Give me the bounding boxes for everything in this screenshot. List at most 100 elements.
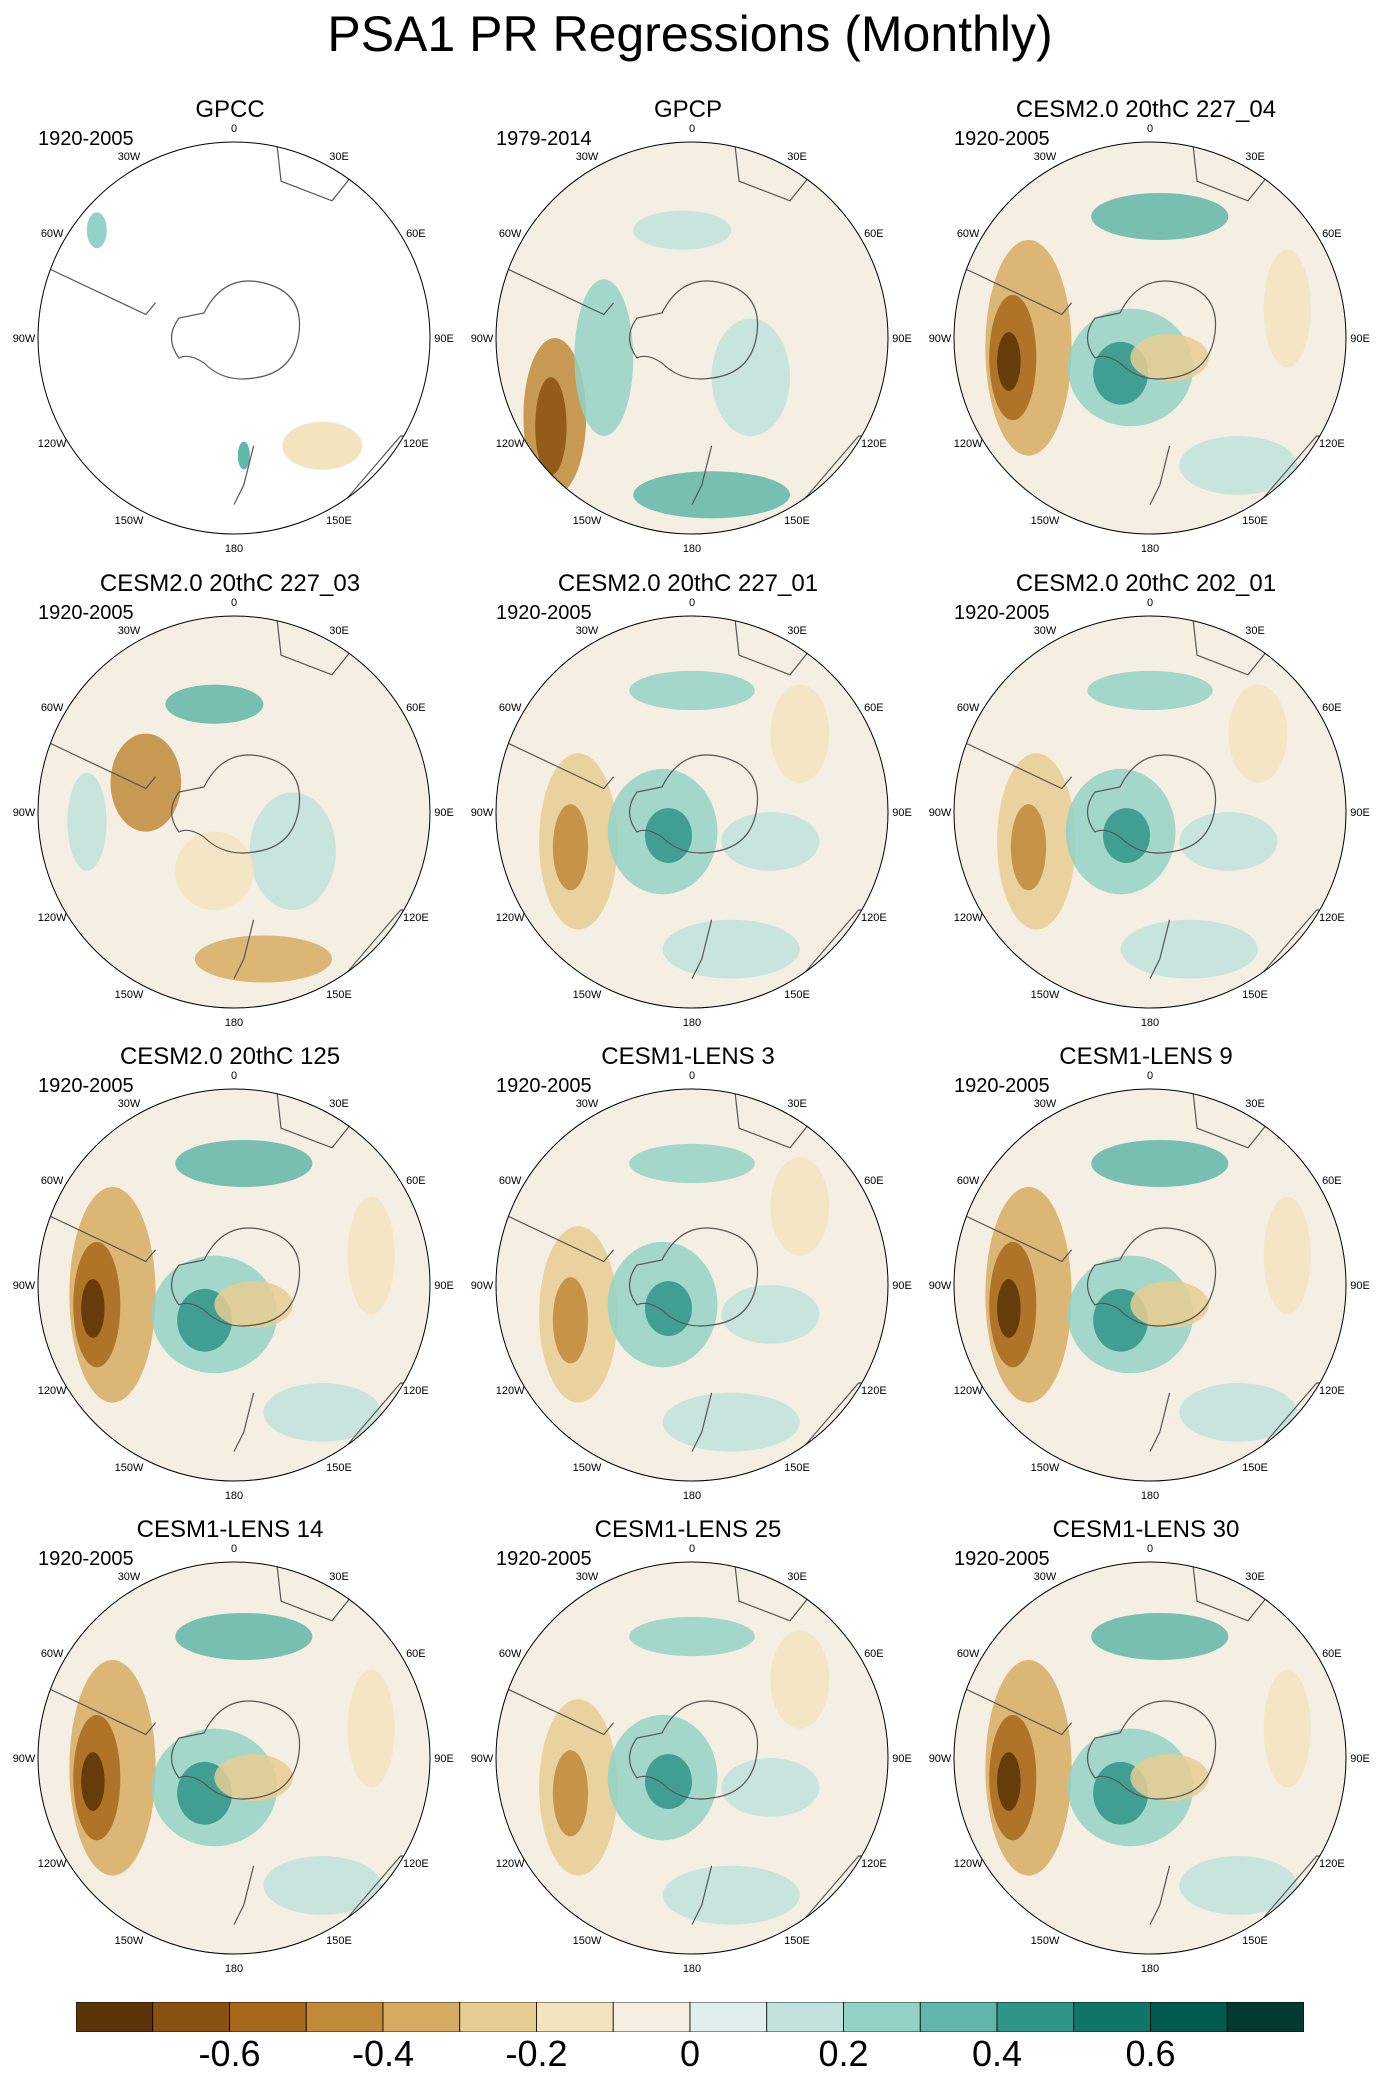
- longitude-label: 30E: [787, 625, 807, 637]
- africa-coast: [734, 1092, 814, 1149]
- longitude-label: 150E: [784, 989, 810, 1001]
- longitude-label: 180: [1141, 1017, 1159, 1029]
- longitude-label: 150E: [1242, 1462, 1268, 1474]
- regression-blob: [175, 831, 254, 910]
- map-border: [37, 615, 431, 1009]
- map-panel: CESM1-LENS 14 1920-2005 0 30E 60E 90E 120E 150E…: [0, 1516, 460, 1986]
- longitude-label: 30W: [1034, 625, 1057, 637]
- longitude-label: 120E: [1319, 912, 1345, 924]
- africa-coast: [1192, 619, 1272, 676]
- panel-title: GPCC: [195, 96, 265, 123]
- longitude-label: 30E: [329, 151, 349, 163]
- panel-years: 1920-2005: [954, 1548, 1050, 1570]
- longitude-label: 150E: [1242, 515, 1268, 527]
- polar-map: 0 30E 60E 90E 120E 150E 180 150W 120W 90W 60W 30W: [471, 597, 912, 1029]
- colorbar-swatch: [459, 2002, 537, 2032]
- polar-map: 0 30E 60E 90E 120E 150E 180 150W 120W 90W 60W 30W: [929, 1543, 1370, 1975]
- longitude-label: 180: [1141, 1490, 1159, 1502]
- africa-coast: [734, 619, 814, 676]
- colorbar-swatch: [229, 2002, 307, 2032]
- longitude-label: 90E: [892, 807, 912, 819]
- longitude-label: 150W: [1031, 515, 1060, 527]
- map-border: [953, 141, 1347, 535]
- regression-blob: [249, 792, 336, 910]
- longitude-label: 150W: [573, 515, 602, 527]
- colorbar-swatch: [919, 2002, 998, 2032]
- longitude-label: 60W: [41, 1648, 64, 1660]
- antarctica-coast: [170, 280, 301, 380]
- longitude-label: 150E: [784, 1935, 810, 1947]
- longitude-label: 120E: [403, 912, 429, 924]
- map-border: [495, 1088, 889, 1482]
- new-zealand-coast: [1149, 1865, 1171, 1925]
- map-border: [953, 615, 1347, 1009]
- regression-blob: [1130, 334, 1209, 382]
- longitude-label: 120E: [1319, 438, 1345, 450]
- longitude-label: 90W: [929, 1753, 952, 1765]
- longitude-label: 30W: [1034, 1571, 1057, 1583]
- longitude-label: 90E: [434, 1280, 454, 1292]
- regression-blob: [662, 919, 800, 979]
- africa-coast: [734, 145, 814, 202]
- longitude-label: 0: [231, 1070, 237, 1082]
- regression-blob: [1130, 1281, 1209, 1329]
- panel-title: CESM1-LENS 9: [1059, 1043, 1233, 1070]
- map-panel: CESM1-LENS 30 1920-2005 0 30E 60E 90E 120E 150E…: [916, 1516, 1376, 1986]
- longitude-label: 60E: [864, 1175, 884, 1187]
- africa-coast: [276, 1565, 356, 1622]
- regression-blob: [997, 332, 1021, 391]
- longitude-label: 150E: [326, 1462, 352, 1474]
- longitude-label: 150E: [784, 515, 810, 527]
- regression-blob: [770, 684, 830, 783]
- south-america-coast: [496, 736, 615, 790]
- longitude-label: 60E: [406, 1648, 426, 1660]
- map-border: [495, 615, 889, 1009]
- longitude-label: 150E: [326, 515, 352, 527]
- map-panel: CESM2.0 20thC 227_03 1920-2005 0 30E 60E 90E 1…: [0, 570, 460, 1040]
- colorbar-swatch: [152, 2002, 230, 2032]
- panel-years: 1920-2005: [954, 1075, 1050, 1097]
- panel-title: CESM1-LENS 25: [594, 1516, 782, 1543]
- regression-blob: [1087, 670, 1213, 711]
- longitude-label: 0: [1147, 1543, 1153, 1555]
- longitude-label: 120E: [861, 438, 887, 450]
- panel-title: CESM2.0 20thC 227_04: [1015, 96, 1277, 123]
- regression-blob: [282, 421, 363, 470]
- longitude-label: 60E: [864, 1648, 884, 1660]
- longitude-label: 30W: [1034, 1098, 1057, 1110]
- longitude-label: 90E: [1350, 1753, 1370, 1765]
- regression-blob: [214, 1754, 293, 1802]
- africa-coast: [276, 145, 356, 202]
- longitude-label: 30W: [118, 1571, 141, 1583]
- longitude-label: 90E: [1350, 1280, 1370, 1292]
- longitude-label: 120E: [861, 1385, 887, 1397]
- longitude-label: 180: [225, 1017, 243, 1029]
- panel-title: CESM1-LENS 3: [601, 1043, 775, 1070]
- map-panel: GPCC 1920-2005 0 30E 60E 90E 120E 150E 180 150W 12…: [0, 96, 460, 566]
- south-america-coast: [496, 1682, 615, 1736]
- map-panel: CESM2.0 20thC 227_04 1920-2005 0 30E 60E 90E 1…: [916, 96, 1376, 566]
- regression-blob: [1179, 436, 1297, 495]
- longitude-label: 150E: [1242, 1935, 1268, 1947]
- regression-blob: [263, 1383, 382, 1442]
- panel-title: GPCP: [653, 96, 722, 123]
- panel-years: 1920-2005: [954, 602, 1050, 624]
- panel-years: 1920-2005: [496, 1075, 592, 1097]
- longitude-label: 60W: [499, 702, 522, 714]
- panel-years: 1920-2005: [496, 1548, 592, 1570]
- south-america-coast: [954, 262, 1073, 316]
- longitude-label: 120W: [496, 912, 525, 924]
- panel-years: 1979-2014: [496, 128, 592, 150]
- map-disc: [496, 142, 888, 534]
- colorbar-swatch: [689, 2002, 768, 2032]
- longitude-label: 60W: [41, 228, 64, 240]
- colorbar-swatch: [382, 2002, 461, 2032]
- longitude-label: 90W: [471, 1753, 494, 1765]
- antarctica-coast: [628, 1700, 759, 1800]
- map-panel: CESM1-LENS 9 1920-2005 0 30E 60E 90E 120E 150E 1…: [916, 1043, 1376, 1513]
- longitude-label: 150W: [573, 1462, 602, 1474]
- longitude-label: 90E: [434, 333, 454, 345]
- colorbar-tick-label: 0.4: [971, 2033, 1023, 2074]
- polar-map: 0 30E 60E 90E 120E 150E 180 150W 120W 90W 60W 30W: [929, 1070, 1370, 1502]
- regression-blob: [1102, 808, 1150, 863]
